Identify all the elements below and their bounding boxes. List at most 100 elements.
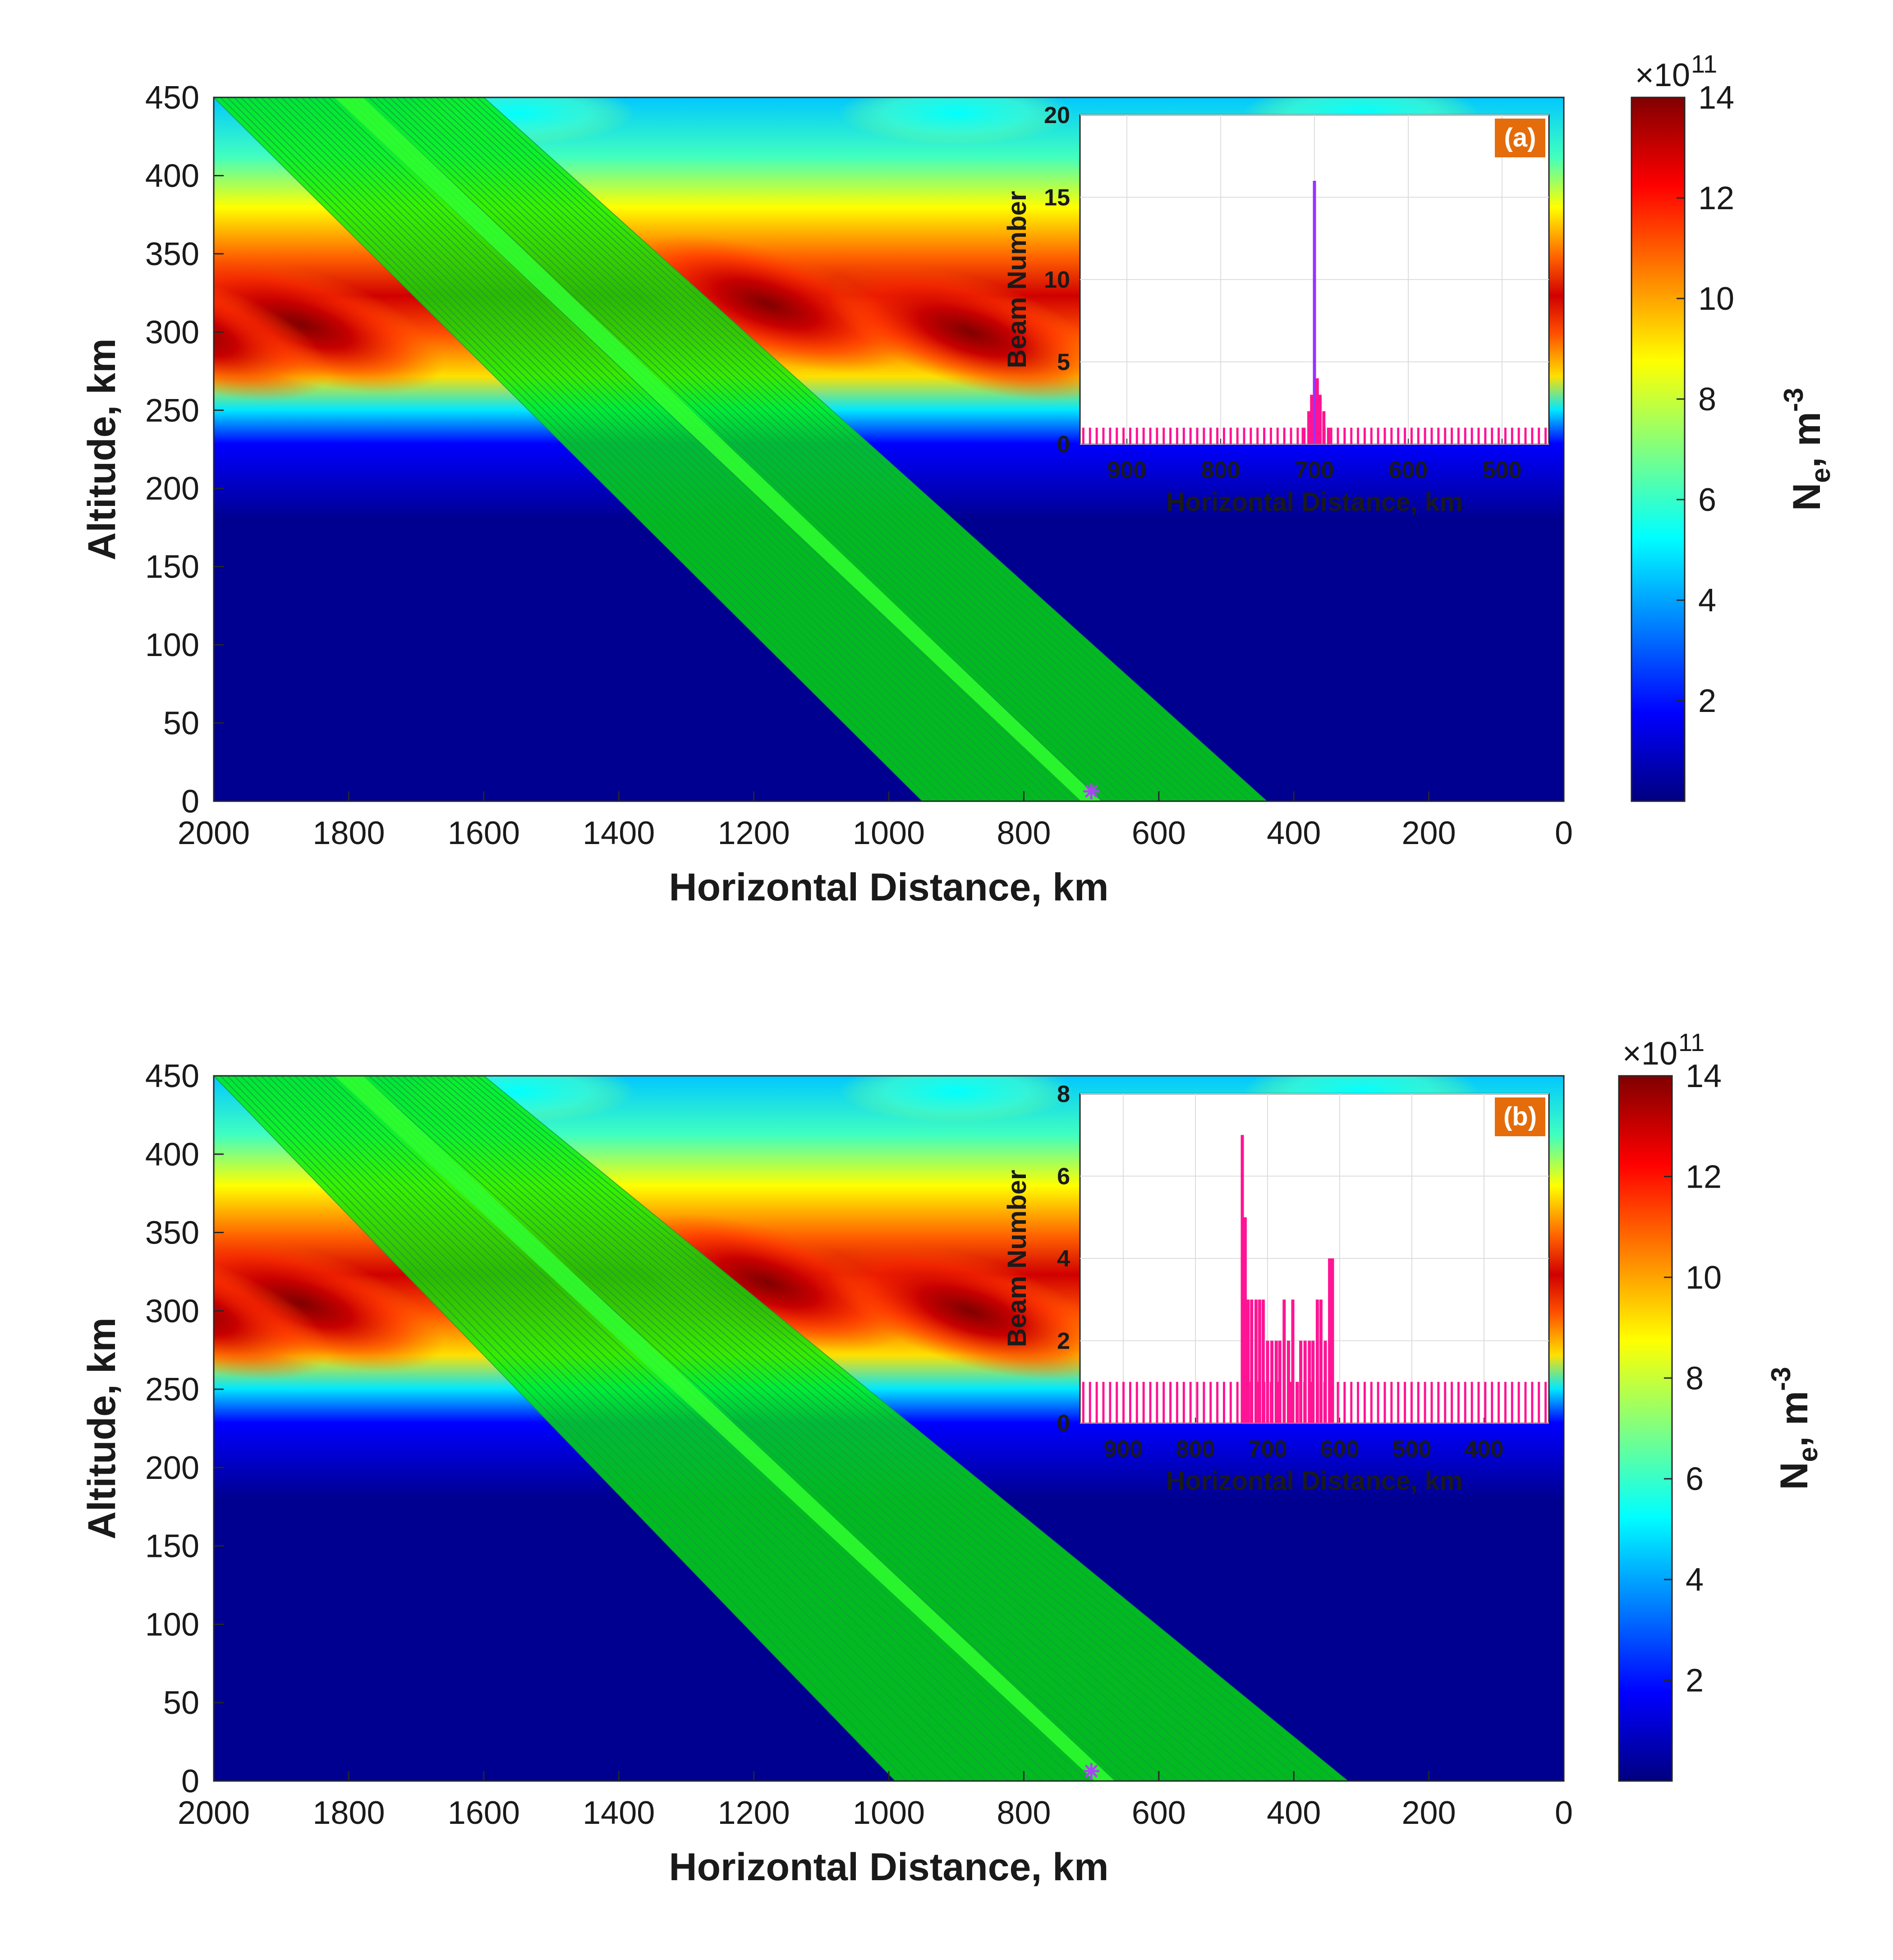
- beam-ray: [395, 1076, 1201, 1781]
- beam-ray: [409, 97, 1173, 801]
- inset-x-tick-label: 800: [1176, 1436, 1215, 1462]
- inset-y-tick-label: 15: [1044, 185, 1070, 211]
- x-tick-label: 2000: [178, 1795, 250, 1831]
- beam-ray: [375, 1076, 1167, 1781]
- colorbar-exponent: ×10: [1635, 57, 1690, 93]
- panel-label-badge: [1495, 1097, 1545, 1136]
- y-tick-label: 50: [163, 706, 199, 742]
- beam-ray: [368, 97, 1121, 801]
- beam-ray: [261, 97, 983, 801]
- colorbar-tick-label: 10: [1686, 1260, 1722, 1296]
- beam-ray: [436, 1076, 1269, 1781]
- x-tick-label: 1800: [312, 1795, 385, 1831]
- beam-ray: [287, 97, 1018, 801]
- beam-ray: [368, 1076, 1156, 1781]
- y-tick-label: 250: [145, 1372, 199, 1408]
- beam-ray: [220, 97, 932, 801]
- x-tick-label: 1200: [718, 1795, 790, 1831]
- colorbar-exponent: ×10: [1622, 1036, 1677, 1072]
- inset-y-tick-label: 20: [1044, 102, 1070, 129]
- colorbar-label: Ne, m-3: [1766, 1367, 1823, 1490]
- beam-ray: [382, 97, 1138, 801]
- inset-y-tick-label: 0: [1057, 431, 1070, 458]
- inset-y-tick-label: 4: [1057, 1246, 1070, 1272]
- inset-x-tick-label: 600: [1320, 1436, 1360, 1462]
- x-tick-label: 200: [1402, 1795, 1456, 1831]
- beam-ray: [227, 1076, 919, 1781]
- colorbar-tick-label: 12: [1698, 180, 1734, 216]
- x-tick-label: 0: [1555, 1795, 1573, 1831]
- panel-label: (b): [1503, 1102, 1537, 1131]
- x-tick-label: 1000: [853, 815, 925, 851]
- inset-y-axis-label: Beam Number: [1002, 191, 1032, 368]
- panel-label: (a): [1504, 123, 1536, 152]
- beam-ray: [267, 97, 992, 801]
- inset-histogram: 900 800 700 600 500 400 8 6 4 2 0 Horizontal Distan…: [1002, 1081, 1550, 1496]
- beam-ray: [240, 97, 957, 801]
- beam-ray: [321, 97, 1061, 801]
- y-tick-label: 300: [145, 314, 199, 350]
- beam-ray: [402, 97, 1164, 801]
- y-axis-label: Altitude, km: [80, 1317, 124, 1539]
- beam-ray: [214, 97, 923, 801]
- y-tick-label: 250: [145, 393, 199, 429]
- density-trough: [839, 1076, 1074, 1123]
- inset-x-axis-label: Horizontal Distance, km: [1166, 1466, 1462, 1496]
- x-tick-label: 200: [1402, 815, 1456, 851]
- y-tick-label: 400: [145, 158, 199, 194]
- x-tick-label: 600: [1132, 1795, 1186, 1831]
- beam-ray: [254, 97, 975, 801]
- beam-ray: [436, 97, 1207, 801]
- inset-x-tick-label: 900: [1104, 1436, 1143, 1462]
- y-tick-label: 100: [145, 627, 199, 663]
- beam-ray: [463, 97, 1241, 801]
- y-tick-label: 350: [145, 236, 199, 272]
- colorbar-tick-label: 12: [1686, 1159, 1722, 1195]
- beam-ray: [450, 97, 1224, 801]
- inset-y-tick-label: 2: [1057, 1328, 1070, 1354]
- density-crest: [827, 263, 1112, 401]
- inset-x-tick-label: 900: [1107, 457, 1147, 483]
- inset-x-tick-label: 400: [1465, 1436, 1504, 1462]
- beam-ray: [416, 1076, 1235, 1781]
- receiver-marker: [1083, 1763, 1100, 1779]
- density-crest: [625, 1213, 910, 1352]
- colorbar-tick-label: 4: [1686, 1562, 1704, 1598]
- beam-ray: [247, 1076, 953, 1781]
- y-tick-label: 450: [145, 1058, 199, 1094]
- receiver-marker: [1083, 783, 1100, 799]
- beam-ray: [274, 1076, 998, 1781]
- beam-ray: [429, 97, 1199, 801]
- beam-ray: [280, 97, 1009, 801]
- beam-focus-band: [334, 1076, 1115, 1781]
- colorbar-tick-label: 2: [1698, 683, 1716, 719]
- beam-ray: [416, 97, 1181, 801]
- beam-ray: [287, 1076, 1020, 1781]
- inset-y-tick-label: 6: [1057, 1164, 1070, 1190]
- beam-ray: [375, 97, 1130, 801]
- x-tick-label: 1200: [718, 815, 790, 851]
- x-tick-label: 800: [997, 1795, 1051, 1831]
- colorbar-tick-label: 4: [1698, 583, 1716, 619]
- beam-ray: [470, 1076, 1326, 1781]
- beam-ray: [328, 97, 1070, 801]
- beam-ray: [234, 1076, 930, 1781]
- x-tick-label: 2000: [178, 815, 250, 851]
- y-axis-label: Altitude, km: [80, 338, 124, 560]
- colorbar: [1631, 96, 1686, 802]
- beam-ray: [294, 97, 1026, 801]
- beam-ray: [321, 1076, 1077, 1781]
- y-tick-label: 300: [145, 1293, 199, 1329]
- density-crest: [214, 1242, 330, 1380]
- beam-ray: [362, 97, 1112, 801]
- colorbar-exponent-sup: 11: [1691, 50, 1717, 78]
- inset-y-axis-label: Beam Number: [1002, 1170, 1032, 1347]
- x-axis-label: Horizontal Distance, km: [669, 1845, 1109, 1889]
- beam-ray: [456, 97, 1233, 801]
- beam-ray: [477, 1076, 1337, 1781]
- inset-histogram: 900 800 700 600 500 20 15 10 5 0 Horizontal Distan…: [1002, 102, 1550, 517]
- panel-a: 2000 1800 1600 1400 1200 1000 800 600 400 200 0450…: [80, 50, 1836, 909]
- x-tick-label: 1600: [448, 1795, 520, 1831]
- inset-x-tick-label: 700: [1295, 457, 1334, 483]
